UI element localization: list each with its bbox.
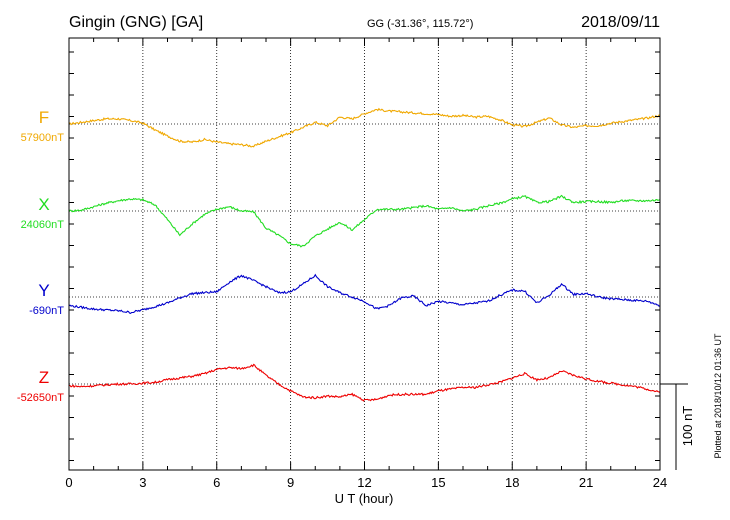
x-tick-label: 24 <box>653 475 667 490</box>
grid-lines <box>69 38 660 470</box>
x-tick-label: 9 <box>287 475 294 490</box>
station-title: Gingin (GNG) [GA] <box>69 14 203 31</box>
x-tick-label: 12 <box>357 475 371 490</box>
scale-bar: 100 nT <box>660 383 695 470</box>
series-name-y: Y <box>38 281 49 300</box>
series-line-f <box>68 107 661 148</box>
plot-frame <box>68 37 661 471</box>
baseline-label-x: 24060nT <box>21 219 65 231</box>
series-line-x <box>68 194 661 248</box>
x-tick-label: 15 <box>431 475 445 490</box>
x-tick-label: 6 <box>213 475 220 490</box>
x-axis: 0 3 6 9 12 15 18 21 24 <box>65 38 667 490</box>
x-tick-label: 18 <box>505 475 519 490</box>
x-tick-label: 3 <box>139 475 146 490</box>
baseline-label-z: -52650nT <box>17 392 64 404</box>
channel-labels: F 57900nT X 24060nT Y -690nT Z -52650nT <box>17 108 64 404</box>
series-name-z: Z <box>39 368 49 387</box>
station-coordinates: GG (-31.36°, 115.72°) <box>367 18 473 30</box>
date-label: 2018/09/11 <box>581 14 660 31</box>
x-axis-label: U T (hour) <box>335 491 394 506</box>
series-name-f: F <box>39 108 49 127</box>
scale-bar-label: 100 nT <box>680 406 695 447</box>
series-lines <box>68 107 661 402</box>
plotted-timestamp: Plotted at 2018/10/12 01:36 UT <box>713 333 723 459</box>
series-line-z <box>69 363 661 402</box>
series-name-x: X <box>38 195 49 214</box>
x-tick-label: 21 <box>579 475 593 490</box>
x-tick-label: 0 <box>65 475 72 490</box>
series-line-y <box>68 273 661 315</box>
baseline-label-y: -690nT <box>29 305 64 317</box>
baseline-label-f: 57900nT <box>21 132 65 144</box>
